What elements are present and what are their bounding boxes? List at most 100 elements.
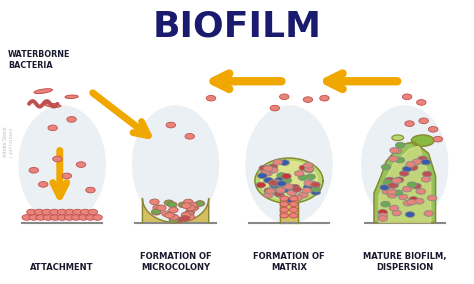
Circle shape xyxy=(304,162,313,168)
Circle shape xyxy=(184,211,194,217)
Circle shape xyxy=(412,159,422,165)
Circle shape xyxy=(67,116,76,122)
Circle shape xyxy=(290,202,298,207)
Circle shape xyxy=(421,176,431,182)
Circle shape xyxy=(164,200,173,206)
Circle shape xyxy=(282,174,291,179)
Text: MATURE BIOFILM,
DISPERSION: MATURE BIOFILM, DISPERSION xyxy=(363,252,447,272)
Circle shape xyxy=(274,187,283,192)
Circle shape xyxy=(190,204,199,210)
Circle shape xyxy=(270,183,279,188)
Circle shape xyxy=(73,209,82,215)
Circle shape xyxy=(302,188,311,193)
Circle shape xyxy=(264,192,273,198)
Circle shape xyxy=(168,214,177,220)
Circle shape xyxy=(405,212,415,217)
Circle shape xyxy=(281,175,290,181)
Circle shape xyxy=(79,215,88,220)
Circle shape xyxy=(282,178,292,183)
Circle shape xyxy=(402,94,412,100)
Circle shape xyxy=(195,201,205,206)
Circle shape xyxy=(428,195,437,201)
Circle shape xyxy=(178,202,188,208)
Circle shape xyxy=(393,190,403,196)
Circle shape xyxy=(392,148,401,154)
Circle shape xyxy=(173,217,183,223)
Circle shape xyxy=(65,209,74,215)
Ellipse shape xyxy=(34,89,53,93)
Circle shape xyxy=(422,171,432,177)
Circle shape xyxy=(76,162,86,168)
Circle shape xyxy=(277,173,286,178)
Circle shape xyxy=(152,209,161,215)
Circle shape xyxy=(287,190,297,196)
Circle shape xyxy=(53,156,62,162)
Circle shape xyxy=(412,183,421,189)
Circle shape xyxy=(294,171,304,176)
Circle shape xyxy=(62,173,72,179)
Circle shape xyxy=(153,205,162,210)
Circle shape xyxy=(280,160,289,166)
Circle shape xyxy=(270,105,280,111)
Circle shape xyxy=(86,215,95,220)
Circle shape xyxy=(206,95,216,101)
Circle shape xyxy=(290,207,298,212)
Circle shape xyxy=(286,197,296,203)
Circle shape xyxy=(415,199,424,204)
Circle shape xyxy=(185,133,194,139)
Circle shape xyxy=(299,165,309,171)
Circle shape xyxy=(88,209,98,215)
Circle shape xyxy=(275,192,284,197)
Circle shape xyxy=(311,189,320,195)
Circle shape xyxy=(387,189,397,195)
Ellipse shape xyxy=(45,103,61,107)
Circle shape xyxy=(381,201,390,207)
Circle shape xyxy=(268,164,278,170)
Circle shape xyxy=(293,195,302,201)
Circle shape xyxy=(306,174,315,179)
Circle shape xyxy=(48,125,57,131)
Polygon shape xyxy=(374,142,436,223)
Text: BIOFILM: BIOFILM xyxy=(153,9,321,43)
Circle shape xyxy=(304,167,313,173)
Circle shape xyxy=(304,180,313,186)
Text: ATTACHMENT: ATTACHMENT xyxy=(30,263,94,272)
Circle shape xyxy=(387,192,397,198)
Circle shape xyxy=(311,182,320,187)
Circle shape xyxy=(86,187,95,193)
Circle shape xyxy=(256,182,265,188)
Circle shape xyxy=(311,186,321,192)
Circle shape xyxy=(424,211,433,216)
Ellipse shape xyxy=(245,105,333,224)
Text: FORMATION OF
MICROCOLONY: FORMATION OF MICROCOLONY xyxy=(140,252,211,272)
Circle shape xyxy=(269,180,278,186)
Circle shape xyxy=(152,209,161,214)
Circle shape xyxy=(380,185,389,190)
Polygon shape xyxy=(255,158,323,203)
Ellipse shape xyxy=(361,105,448,224)
Circle shape xyxy=(35,209,44,215)
Ellipse shape xyxy=(411,135,434,146)
Circle shape xyxy=(184,203,194,208)
Polygon shape xyxy=(261,162,318,200)
Text: Adobe Stock: Adobe Stock xyxy=(3,127,8,157)
Circle shape xyxy=(378,213,388,219)
Circle shape xyxy=(280,202,289,207)
Circle shape xyxy=(264,178,273,183)
Circle shape xyxy=(261,170,270,175)
Circle shape xyxy=(264,188,273,193)
Circle shape xyxy=(181,212,191,218)
Circle shape xyxy=(417,100,426,105)
Circle shape xyxy=(275,177,284,183)
Circle shape xyxy=(395,142,405,148)
Circle shape xyxy=(428,126,438,132)
Circle shape xyxy=(409,165,418,170)
Circle shape xyxy=(390,148,399,153)
Circle shape xyxy=(50,209,59,215)
Circle shape xyxy=(382,189,392,194)
Circle shape xyxy=(319,95,329,101)
Circle shape xyxy=(389,156,398,162)
Circle shape xyxy=(382,164,391,170)
Circle shape xyxy=(292,187,301,192)
Circle shape xyxy=(398,194,408,200)
